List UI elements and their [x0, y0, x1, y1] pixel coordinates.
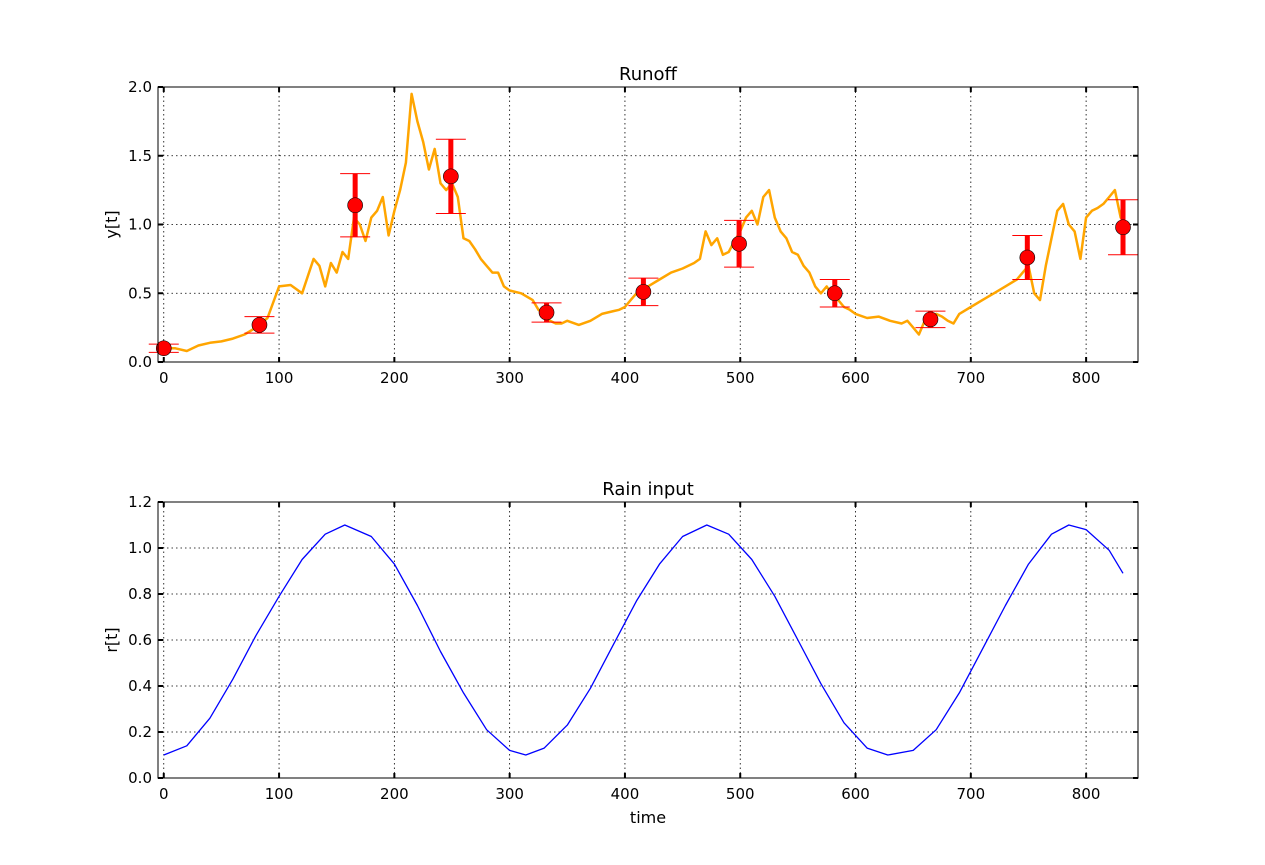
runoff-xtick-label-2: 200 — [380, 369, 409, 387]
rain-ytick-label-0: 0.0 — [128, 769, 152, 787]
runoff-ytick-label-0: 0.0 — [128, 353, 152, 371]
runoff-line-series — [163, 92, 1128, 353]
runoff-xtick-label-1: 100 — [265, 369, 294, 387]
rain-xtick-label-8: 800 — [1072, 785, 1101, 803]
rain-ylabel: r[t] — [102, 627, 121, 652]
data-point-7 — [826, 285, 843, 302]
rain-xtick-label-6: 600 — [841, 785, 870, 803]
runoff-xtick-label-8: 800 — [1072, 369, 1101, 387]
runoff-xtick-label-0: 0 — [159, 369, 169, 387]
runoff-xtick-label-6: 600 — [841, 369, 870, 387]
rain-ytick-label-5: 1.0 — [128, 539, 152, 557]
data-point-10 — [1115, 219, 1131, 236]
runoff-ytick-label-1: 0.5 — [128, 284, 152, 302]
rain-xtick-label-3: 300 — [495, 785, 524, 803]
data-point-1 — [251, 317, 268, 333]
runoff-ytick-label-2: 1.0 — [128, 216, 152, 234]
rain-ytick-label-6: 1.2 — [128, 493, 152, 511]
data-point-5 — [635, 284, 652, 300]
rain-input-axes: 0 100 200 300 400 500 600 700 800 0.0 0.2 0.4 0.6 0.8… — [102, 479, 1139, 827]
rain-xtick-label-7: 700 — [957, 785, 986, 803]
runoff-ytick-label-4: 2.0 — [128, 78, 152, 96]
rain-ytick-label-3: 0.6 — [128, 631, 152, 649]
runoff-xtick-label-3: 300 — [495, 369, 524, 387]
rain-xtick-label-1: 100 — [265, 785, 294, 803]
data-point-9 — [1019, 249, 1036, 266]
data-point-8 — [922, 311, 939, 328]
data-point-0 — [155, 340, 172, 357]
rain-line-series — [163, 524, 1124, 756]
rain-xlabel: time — [630, 808, 666, 827]
rain-ytick-label-4: 0.8 — [128, 585, 152, 603]
rain-title: Rain input — [602, 479, 694, 500]
runoff-axes: 0 100 200 300 400 500 600 700 800 0.0 0.5 1.0 1.5 2.0… — [102, 64, 1139, 387]
data-point-4 — [538, 304, 555, 321]
runoff-ylabel: y[t] — [102, 210, 121, 238]
rain-xtick-label-5: 500 — [726, 785, 755, 803]
data-point-3 — [443, 168, 459, 185]
rain-ytick-label-1: 0.2 — [128, 723, 152, 741]
runoff-xtick-label-4: 400 — [611, 369, 640, 387]
rain-ytick-label-2: 0.4 — [128, 677, 152, 695]
rain-xtick-label-0: 0 — [159, 785, 169, 803]
runoff-xtick-label-7: 700 — [957, 369, 986, 387]
runoff-ytick-label-3: 1.5 — [128, 147, 152, 165]
data-point-2 — [347, 197, 363, 214]
rain-xtick-label-2: 200 — [380, 785, 409, 803]
runoff-title: Runoff — [619, 64, 678, 85]
rain-xtick-label-4: 400 — [611, 785, 640, 803]
runoff-xtick-label-5: 500 — [726, 369, 755, 387]
data-point-6 — [731, 235, 747, 252]
